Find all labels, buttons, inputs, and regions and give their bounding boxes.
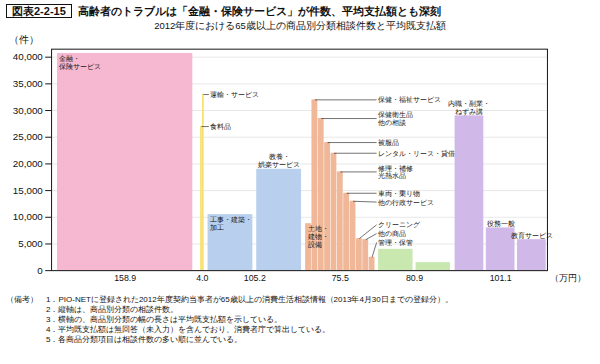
svg-text:保健衛生品他の相談: 保健衛生品他の相談 (378, 111, 413, 127)
svg-text:被服品: 被服品 (378, 139, 399, 146)
svg-text:教養・娯楽サービス: 教養・娯楽サービス (258, 153, 300, 169)
svg-text:105.2: 105.2 (244, 273, 266, 283)
svg-text:土地・建物・設備: 土地・建物・設備 (307, 225, 329, 248)
html-text:図表2-2-15: 図表2-2-15 (12, 5, 66, 17)
svg-text:0: 0 (37, 265, 43, 276)
svg-text:運輸・サービス: 運輸・サービス (210, 91, 259, 99)
svg-text:158.9: 158.9 (114, 273, 136, 283)
svg-text:30,000: 30,000 (13, 105, 43, 116)
svg-text:（万円）: （万円） (550, 273, 586, 283)
svg-text:40,000: 40,000 (13, 51, 43, 62)
html-text:高齢者のトラブルは「金融・保険サービス」が件数、平均支払額と: 高齢者のトラブルは「金融・保険サービス」が件数、平均支払額とも深刻 (77, 5, 441, 17)
svg-text:保健・福祉サービス: 保健・福祉サービス (378, 96, 441, 104)
svg-text:10,000: 10,000 (13, 211, 43, 222)
svg-text:75.5: 75.5 (332, 273, 349, 283)
svg-text:内職・副業・ねずみ講: 内職・副業・ねずみ講 (448, 100, 490, 116)
html-text:2012年度における65歳以上の商品別分類相談件数と平均既支: 2012年度における65歳以上の商品別分類相談件数と平均既支払額 (154, 20, 446, 31)
svg-text:食料品: 食料品 (210, 123, 231, 130)
svg-text:101.1: 101.1 (490, 273, 512, 283)
svg-text:教育サービス: 教育サービス (511, 231, 553, 240)
svg-text:25,000: 25,000 (13, 131, 43, 142)
svg-text:（件）: （件） (9, 34, 39, 45)
svg-text:80.9: 80.9 (406, 273, 423, 283)
html-text:4．平均既支払額は無回答（未入力）を含んでおり、消費者庁で算: 4．平均既支払額は無回答（未入力）を含んでおり、消費者庁で算出している。 (6, 325, 331, 334)
svg-text:4.0: 4.0 (196, 273, 208, 283)
svg-text:35,000: 35,000 (13, 78, 43, 89)
svg-text:レンタル・リース・貸借: レンタル・リース・貸借 (378, 150, 455, 158)
svg-text:工事・建築・加工: 工事・建築・加工 (210, 216, 252, 231)
html-text:5．各商品分類項目は相談件数の多い順に並んでいる。: 5．各商品分類項目は相談件数の多い順に並んでいる。 (6, 335, 243, 344)
svg-text:5,000: 5,000 (18, 238, 43, 249)
html-text:2．縦軸は、商品別分類の相談件数。: 2．縦軸は、商品別分類の相談件数。 (6, 305, 179, 314)
svg-text:他の商品: 他の商品 (378, 230, 406, 237)
html-text:3．横軸の、商品別分類の幅の長さは平均既支払額を示している。: 3．横軸の、商品別分類の幅の長さは平均既支払額を示している。 (6, 315, 283, 324)
svg-text:車両・乗り物: 車両・乗り物 (378, 190, 420, 198)
svg-text:他の行政サービス: 他の行政サービス (378, 199, 434, 207)
svg-text:クリーニング: クリーニング (378, 221, 421, 228)
svg-text:20,000: 20,000 (13, 158, 43, 169)
html-text:（備考） 1．PIO-NETに登録された2012年度契約当事: （備考） 1．PIO-NETに登録された2012年度契約当事者が65歳以上の消費… (6, 295, 453, 304)
svg-text:役務一般: 役務一般 (487, 220, 515, 227)
svg-text:15,000: 15,000 (13, 185, 43, 196)
svg-text:金融・保険サービス: 金融・保険サービス (59, 55, 101, 71)
svg-text:修理・補修光熱水品: 修理・補修光熱水品 (378, 165, 413, 181)
svg-text:管理・保管: 管理・保管 (378, 239, 413, 246)
